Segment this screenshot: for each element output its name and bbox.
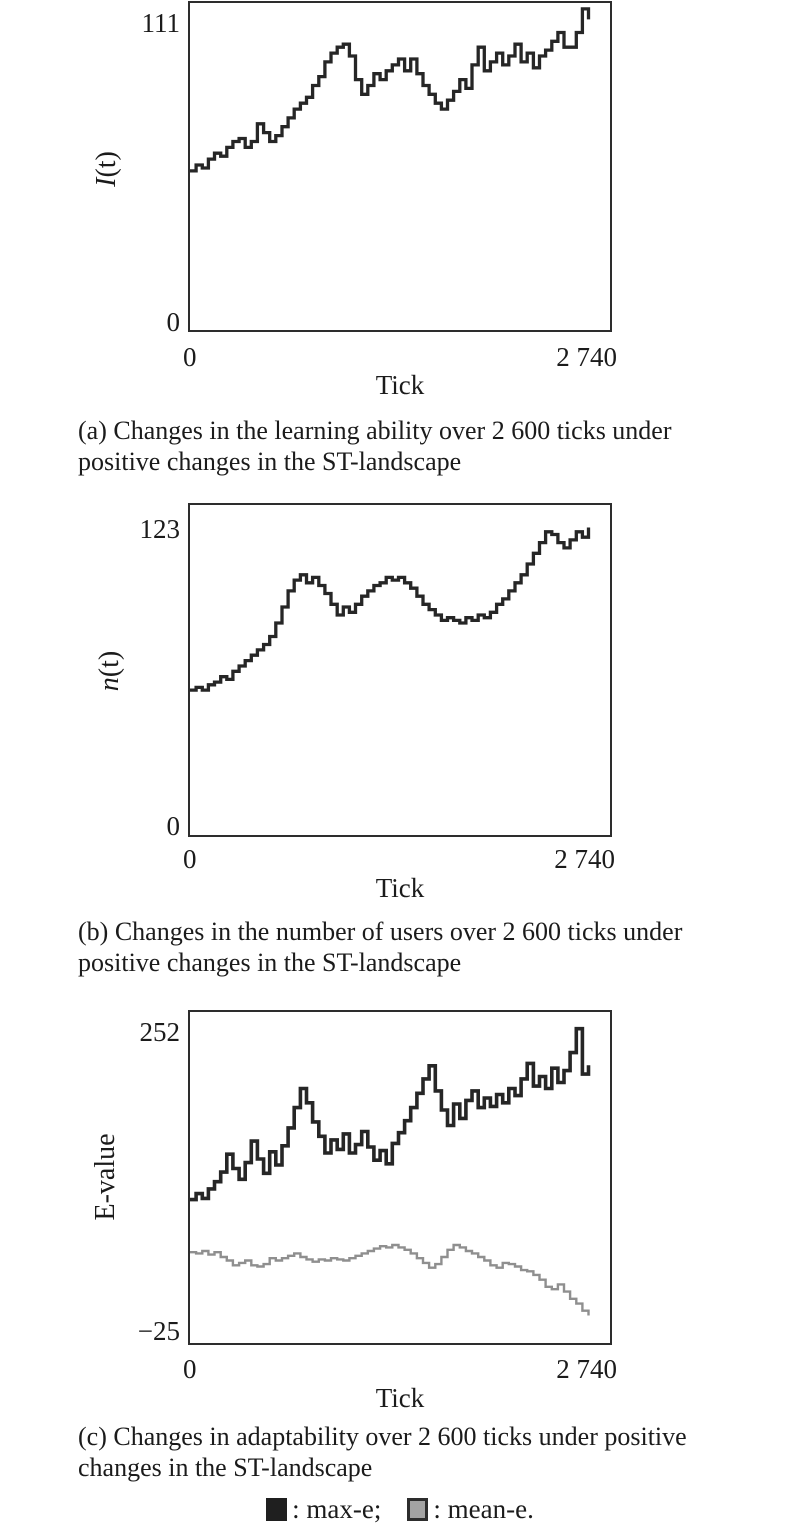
panel-a-x-min-tick: 0 [183, 342, 197, 372]
panel-a-x-axis-title: Tick [375, 370, 425, 400]
panel-a-y-min-tick: 0 [166, 307, 181, 337]
legend-label-max-e: : max-e; [292, 1493, 382, 1524]
panel-a-caption: (a) Changes in the learning ability over… [78, 415, 778, 477]
chart-legend: : max-e; : mean-e. [0, 1494, 800, 1524]
panel-b-plot-area [188, 503, 612, 837]
panel-c-caption: (c) Changes in adaptability over 2 600 t… [78, 1421, 778, 1483]
panel-a-x-max-tick: 2 740 [556, 342, 617, 372]
panel-a-y-title-italic: I [91, 177, 122, 187]
panel-a-caption-line2: positive changes in the ST-landscape [78, 447, 462, 476]
panel-b-x-axis-title: Tick [375, 873, 425, 903]
panel-b-y-max-tick: 123 [139, 514, 181, 544]
max-e-swatch-icon [266, 1497, 288, 1521]
series-max-e [190, 1026, 591, 1202]
panel-c-y-max-tick: 252 [139, 1017, 181, 1047]
panel-c-x-max-tick: 2 740 [556, 1354, 617, 1384]
panel-b-y-axis-title: n(t) [94, 650, 125, 692]
panel-c-plot-area [188, 1010, 612, 1345]
panel-a-line-chart [190, 7, 591, 173]
panel-b-y-title-italic: n [94, 677, 125, 692]
panel-a-plot-area [188, 1, 612, 332]
panel-a-y-max-tick: 111 [141, 8, 181, 38]
panel-b-caption: (b) Changes in the number of users over … [78, 916, 778, 978]
panel-b-y-min-tick: 0 [166, 811, 181, 841]
panel-b-y-title-rest: (t) [94, 650, 125, 678]
panel-c-y-axis-title: E-value [90, 1133, 121, 1221]
panel-c-line-chart [190, 1026, 591, 1316]
panel-a-y-axis-title: I(t) [91, 151, 122, 187]
series-It [190, 7, 591, 173]
panel-c-caption-line2: changes in the ST-landscape [78, 1453, 373, 1482]
legend-item-mean-e: : mean-e. [407, 1493, 534, 1525]
panel-c-caption-line1: (c) Changes in adaptability over 2 600 t… [78, 1422, 687, 1451]
panel-a-y-title-rest: (t) [91, 151, 122, 178]
series-nt [190, 527, 591, 692]
panel-a-caption-line1: (a) Changes in the learning ability over… [78, 416, 672, 445]
panel-b-x-max-tick: 2 740 [554, 844, 615, 874]
legend-item-max-e: : max-e; [266, 1494, 381, 1525]
panel-b-caption-line1: (b) Changes in the number of users over … [78, 917, 683, 946]
panel-b-line-chart [190, 527, 591, 692]
mean-e-swatch-icon [407, 1497, 429, 1521]
panel-c-y-title-rest: E-value [90, 1133, 121, 1221]
legend-label-mean-e: : mean-e. [433, 1493, 534, 1524]
panel-c-x-axis-title: Tick [375, 1383, 425, 1413]
panel-c-y-min-tick: −25 [137, 1316, 180, 1346]
panel-b-x-min-tick: 0 [183, 844, 197, 874]
panel-b-caption-line2: positive changes in the ST-landscape [78, 948, 462, 977]
panel-c-x-min-tick: 0 [183, 1354, 197, 1384]
series-mean-e [190, 1243, 590, 1316]
